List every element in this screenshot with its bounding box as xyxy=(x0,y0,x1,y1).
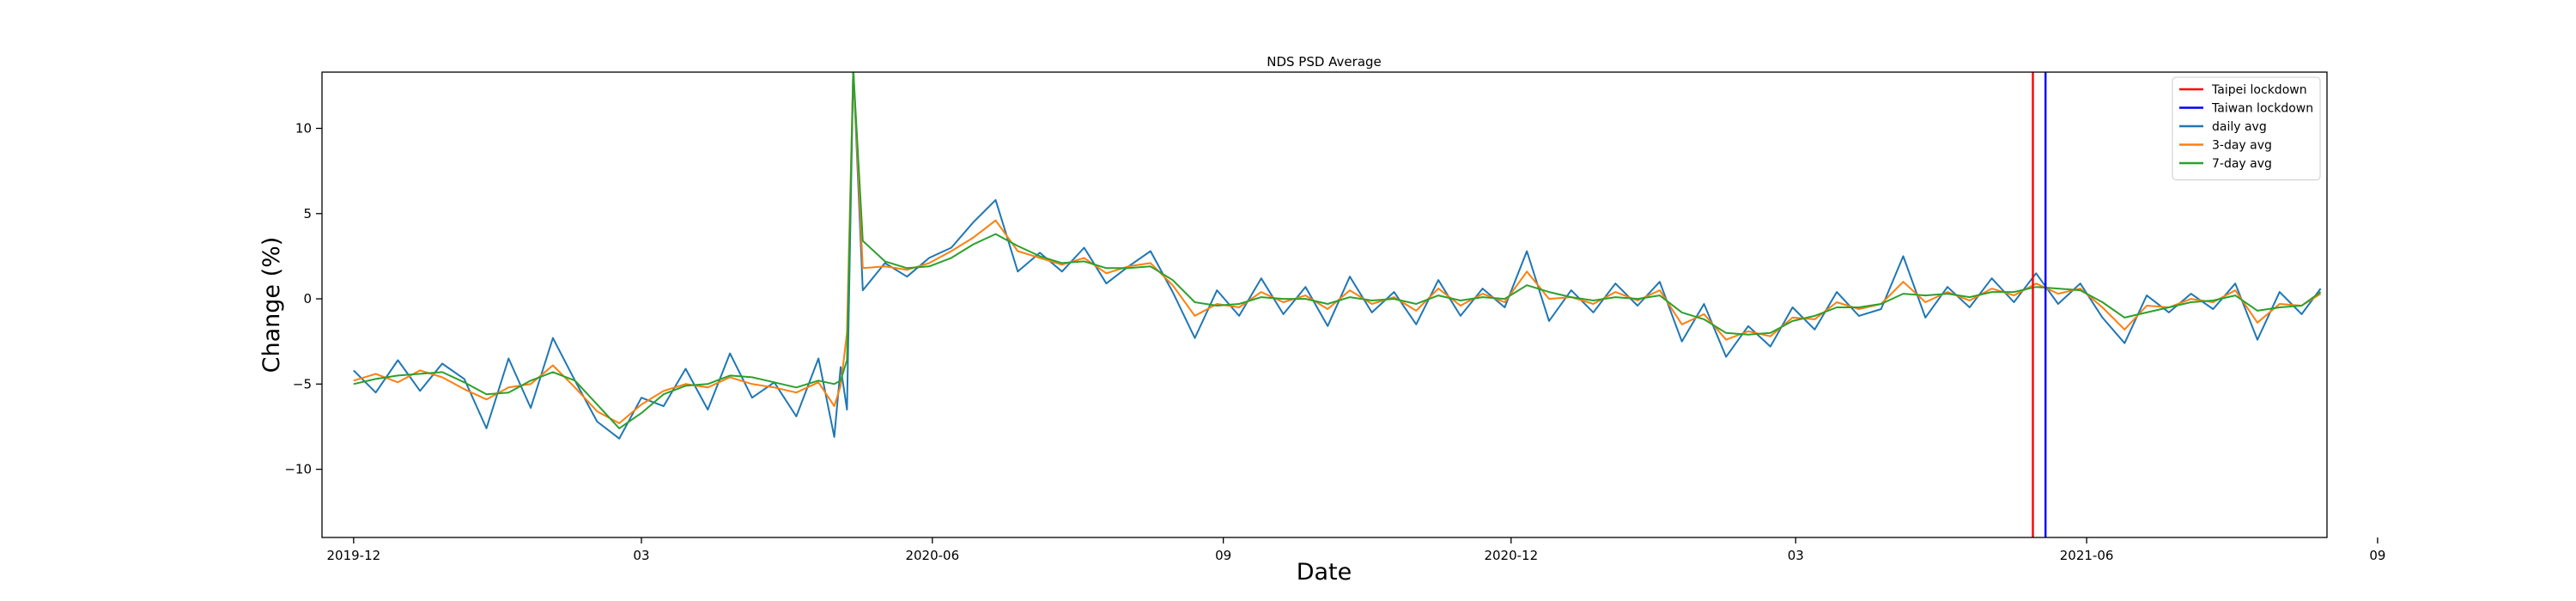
x-tick-label: 09 xyxy=(2369,548,2385,563)
x-axis: 2019-12 03 2020-06 09 2020-12 03 2021-06 09 xyxy=(326,537,2385,563)
x-tick-label: 03 xyxy=(633,548,649,563)
legend: Taipei lockdown Taiwan lockdown daily avg 3… xyxy=(2172,76,2321,180)
series-line-1 xyxy=(353,72,2322,440)
y-axis: −10 −5 0 5 10 xyxy=(284,121,322,477)
y-tick-label: 10 xyxy=(295,121,312,137)
chart-title: NDS PSD Average xyxy=(1267,54,1382,70)
legend-label: daily avg xyxy=(2212,120,2267,134)
x-tick-label: 2021-06 xyxy=(2060,548,2114,563)
series-line-2 xyxy=(353,72,2322,424)
legend-label: Taipei lockdown xyxy=(2211,83,2307,97)
legend-label: 7-day avg xyxy=(2212,157,2272,171)
plot-frame xyxy=(321,71,2328,538)
y-tick-label: 0 xyxy=(303,291,312,307)
y-tick-label: 5 xyxy=(303,206,312,222)
plot-area xyxy=(353,72,2322,537)
x-tick-label: 03 xyxy=(1788,548,1804,563)
legend-label: Taiwan lockdown xyxy=(2211,102,2313,116)
series-line-3 xyxy=(353,72,2322,429)
x-tick-label: 2020-06 xyxy=(905,548,959,563)
x-axis-label: Date xyxy=(1297,559,1352,586)
y-axis-label: Change (%) xyxy=(258,237,285,373)
legend-box xyxy=(2172,76,2321,180)
x-tick-label: 2020-12 xyxy=(1484,548,1538,563)
x-tick-label: 09 xyxy=(1215,548,1231,563)
y-tick-label: −5 xyxy=(293,376,312,392)
legend-label: 3-day avg xyxy=(2212,139,2272,153)
x-tick-label: 2019-12 xyxy=(326,548,380,563)
y-tick-label: −10 xyxy=(284,462,312,477)
